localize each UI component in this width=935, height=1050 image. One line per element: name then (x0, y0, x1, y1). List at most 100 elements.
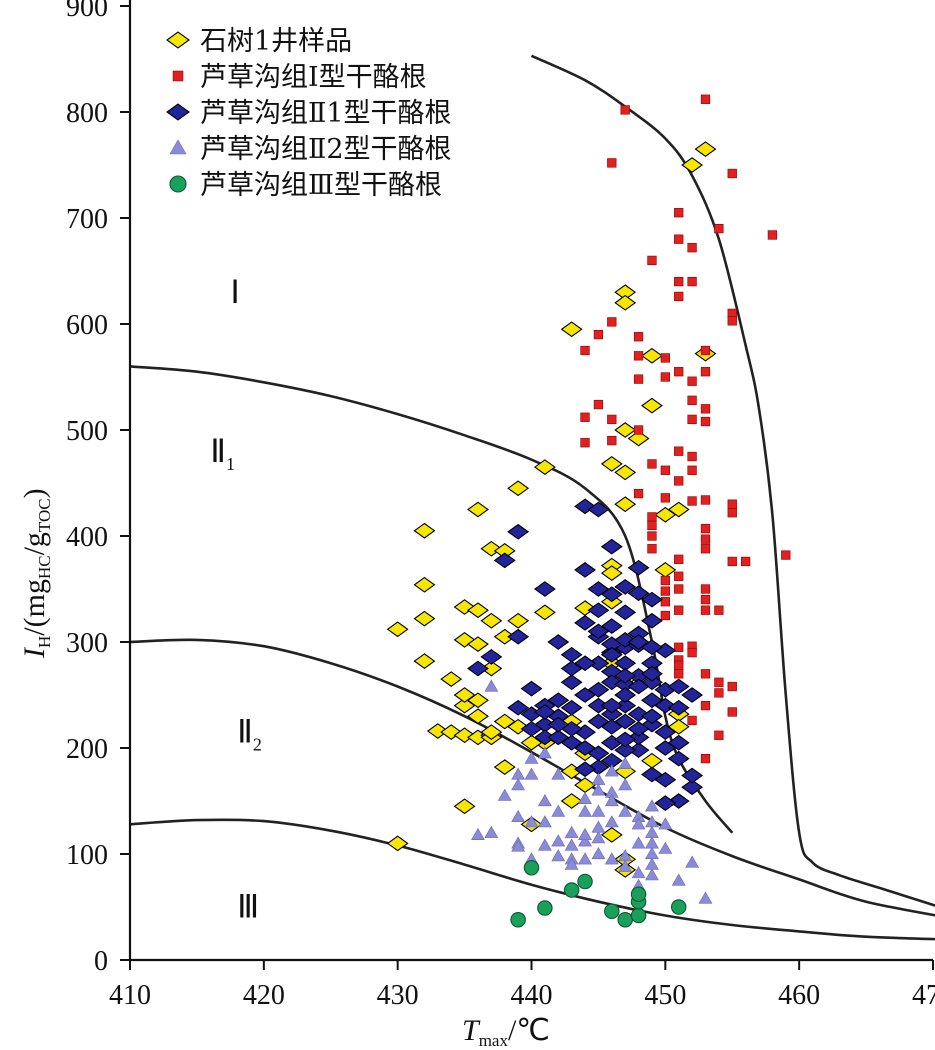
x-axis-title-sub: max (479, 1031, 509, 1050)
data-point (700, 495, 711, 505)
data-point (674, 669, 684, 679)
legend-marker (169, 139, 187, 155)
region-label-main: Ⅰ (230, 274, 239, 310)
data-point (493, 552, 516, 569)
data-point (591, 820, 606, 833)
data-point (607, 414, 617, 425)
data-point (453, 798, 476, 815)
data-point (620, 105, 630, 115)
data-point (574, 562, 596, 578)
data-point (700, 700, 711, 711)
data-point (607, 435, 617, 446)
data-point (440, 671, 463, 687)
data-point (537, 746, 552, 759)
data-point (660, 586, 670, 596)
y-axis-title-mid2: /g (18, 532, 51, 555)
data-point (551, 849, 566, 862)
data-point (604, 815, 619, 828)
data-point (604, 793, 619, 807)
legend-item: 石树1井样品 (166, 26, 352, 57)
data-point (727, 681, 737, 692)
data-point (533, 581, 556, 597)
data-point (687, 451, 697, 462)
data-point (413, 653, 436, 669)
data-point (700, 594, 711, 605)
data-point (627, 430, 650, 447)
x-tick-label: 460 (778, 980, 820, 1011)
data-point (681, 767, 704, 784)
data-point (511, 778, 526, 791)
legend-marker (166, 31, 190, 49)
y-tick-label: 0 (94, 946, 108, 977)
region-label: Ⅲ (237, 889, 259, 925)
data-point (660, 353, 670, 363)
data-point (600, 646, 623, 663)
data-point (698, 891, 713, 904)
data-point (493, 759, 516, 775)
data-point (574, 615, 596, 631)
data-point (645, 857, 659, 870)
data-point (591, 831, 606, 844)
data-point (641, 347, 663, 364)
data-point (607, 317, 617, 327)
data-point (591, 783, 606, 796)
data-point (660, 465, 670, 475)
data-point (467, 660, 489, 677)
data-point (687, 465, 697, 475)
data-point (533, 704, 556, 720)
data-point (587, 681, 610, 698)
data-point (547, 634, 570, 650)
data-point (630, 907, 647, 924)
data-point (578, 791, 592, 804)
data-point (674, 291, 684, 302)
data-point (507, 628, 530, 645)
data-point (604, 764, 619, 777)
data-point (671, 873, 686, 886)
data-point (660, 575, 670, 586)
legend-item: 芦草沟组Ⅲ型干酪根 (169, 170, 442, 201)
data-point (618, 756, 633, 770)
data-point (674, 605, 684, 615)
data-point (667, 699, 690, 716)
data-point (700, 367, 711, 377)
y-tick-label: 500 (66, 416, 108, 447)
data-point (480, 648, 503, 665)
data-point (700, 94, 711, 104)
y-tick-label: 600 (66, 310, 108, 341)
data-point (700, 534, 711, 544)
data-point (511, 839, 526, 852)
data-point (631, 817, 646, 830)
data-point (727, 556, 737, 567)
data-point (600, 827, 623, 843)
x-tick-label: 420 (243, 980, 285, 1011)
data-point (578, 827, 592, 841)
data-point (674, 571, 684, 581)
data-point (645, 825, 659, 838)
data-point (426, 723, 449, 739)
data-point (674, 642, 684, 652)
data-point (507, 699, 530, 716)
data-point (687, 395, 697, 405)
y-tick-label: 400 (66, 522, 108, 553)
axes: 410 420 430 440 450 460 470 0 100 200 300 400 500 60… (66, 0, 935, 1011)
data-point (685, 855, 700, 868)
data-point (681, 157, 704, 173)
data-point (687, 414, 697, 425)
data-point (687, 647, 697, 658)
y-tick-label: 900 (66, 0, 108, 23)
data-point (714, 688, 724, 698)
data-point (647, 255, 657, 266)
data-point (687, 496, 697, 506)
boundary-curve (530, 54, 935, 907)
data-point (537, 815, 552, 828)
data-point (687, 243, 697, 253)
data-point (654, 506, 677, 523)
region-label: Ⅰ (230, 274, 239, 310)
y-axis-title: IH/(mgHC/gTOC) (18, 488, 54, 659)
data-point (654, 740, 677, 756)
legend-label: 石树1井样品 (200, 26, 352, 57)
data-point (667, 678, 690, 695)
data-point (618, 778, 633, 791)
data-point (641, 692, 663, 709)
data-point (654, 697, 677, 714)
